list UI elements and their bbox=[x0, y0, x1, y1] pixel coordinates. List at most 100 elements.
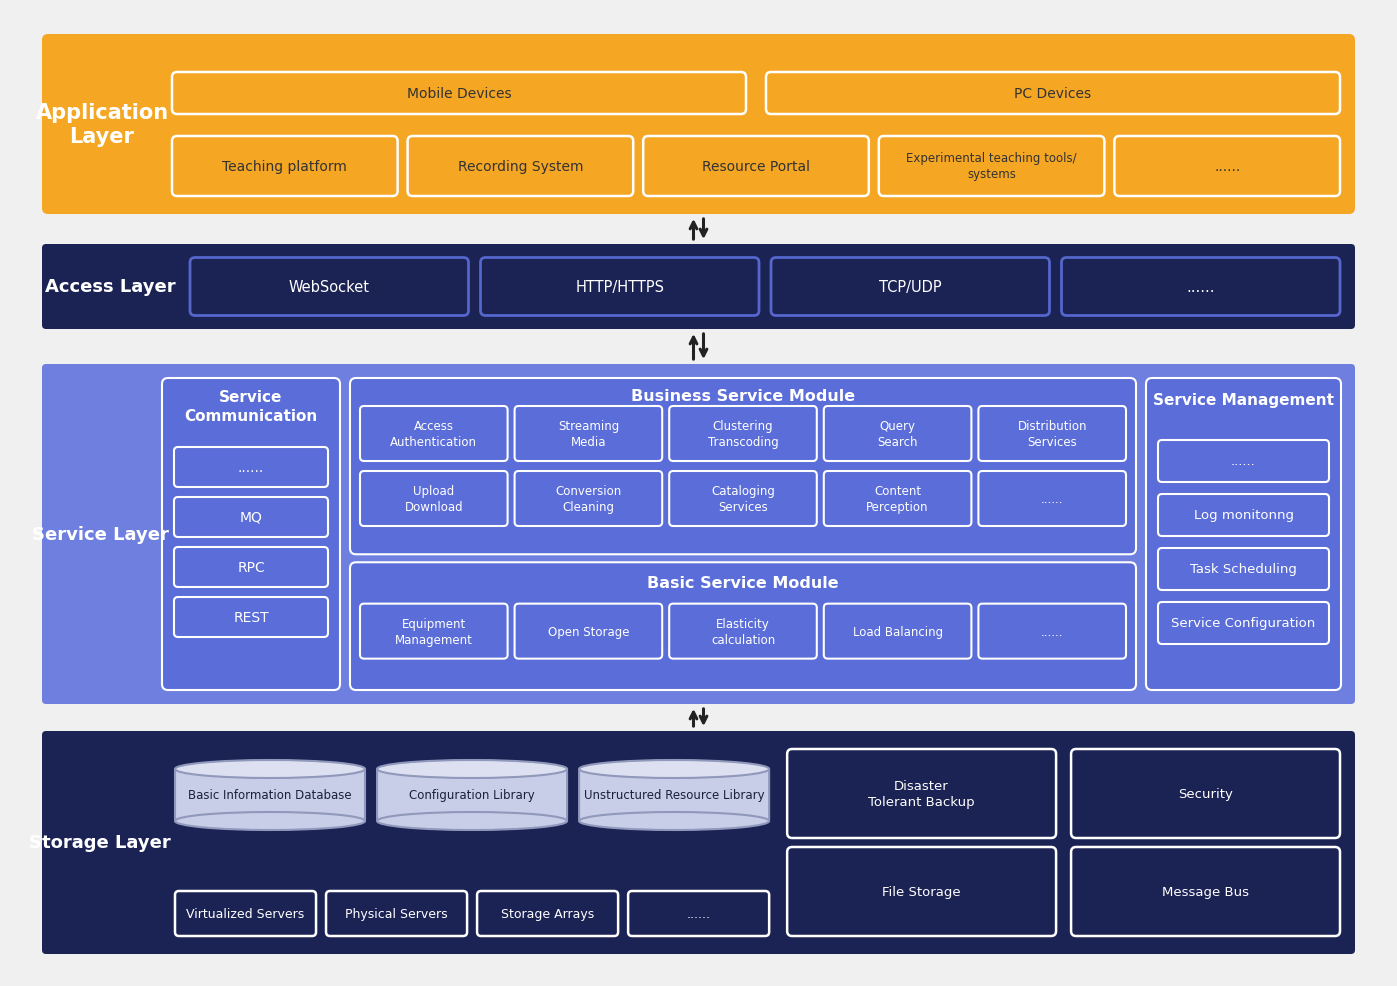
Text: Business Service Module: Business Service Module bbox=[631, 389, 855, 404]
FancyBboxPatch shape bbox=[514, 471, 662, 527]
Ellipse shape bbox=[580, 812, 770, 830]
Text: Message Bus: Message Bus bbox=[1162, 885, 1249, 898]
Ellipse shape bbox=[580, 760, 770, 778]
Text: Upload
Download: Upload Download bbox=[405, 484, 464, 514]
Text: Query
Search: Query Search bbox=[877, 420, 918, 449]
Text: ......: ...... bbox=[1214, 160, 1241, 174]
Ellipse shape bbox=[175, 812, 365, 830]
FancyBboxPatch shape bbox=[978, 471, 1126, 527]
Text: ......: ...... bbox=[687, 907, 711, 920]
Ellipse shape bbox=[175, 760, 365, 778]
FancyBboxPatch shape bbox=[1146, 379, 1341, 690]
FancyBboxPatch shape bbox=[42, 245, 1355, 329]
Text: ......: ...... bbox=[1041, 625, 1063, 638]
FancyBboxPatch shape bbox=[669, 406, 817, 461]
Text: Experimental teaching tools/
systems: Experimental teaching tools/ systems bbox=[907, 153, 1077, 181]
FancyBboxPatch shape bbox=[1115, 137, 1340, 197]
Text: Load Balancing: Load Balancing bbox=[852, 625, 943, 638]
FancyBboxPatch shape bbox=[175, 448, 328, 487]
FancyBboxPatch shape bbox=[629, 891, 770, 936]
Text: RPC: RPC bbox=[237, 560, 265, 575]
Text: Service Layer: Service Layer bbox=[32, 526, 169, 543]
Text: Disaster
Tolerant Backup: Disaster Tolerant Backup bbox=[869, 779, 975, 809]
Text: PC Devices: PC Devices bbox=[1014, 87, 1091, 101]
Text: Service Configuration: Service Configuration bbox=[1171, 617, 1316, 630]
Text: Conversion
Cleaning: Conversion Cleaning bbox=[555, 484, 622, 514]
FancyBboxPatch shape bbox=[978, 406, 1126, 461]
Text: Application
Layer: Application Layer bbox=[35, 103, 169, 147]
FancyBboxPatch shape bbox=[514, 604, 662, 659]
Text: Open Storage: Open Storage bbox=[548, 625, 629, 638]
Text: Basic Information Database: Basic Information Database bbox=[189, 789, 352, 802]
FancyBboxPatch shape bbox=[476, 891, 617, 936]
FancyBboxPatch shape bbox=[824, 604, 971, 659]
Ellipse shape bbox=[377, 812, 567, 830]
Text: Unstructured Resource Library: Unstructured Resource Library bbox=[584, 789, 764, 802]
FancyBboxPatch shape bbox=[787, 847, 1056, 936]
FancyBboxPatch shape bbox=[1071, 749, 1340, 838]
FancyBboxPatch shape bbox=[162, 379, 339, 690]
Text: Clustering
Transcoding: Clustering Transcoding bbox=[708, 420, 778, 449]
Text: Recording System: Recording System bbox=[458, 160, 583, 174]
Text: Access Layer: Access Layer bbox=[45, 278, 175, 296]
Text: Mobile Devices: Mobile Devices bbox=[407, 87, 511, 101]
Text: ......: ...... bbox=[1186, 280, 1215, 295]
Text: Task Scheduling: Task Scheduling bbox=[1190, 563, 1296, 576]
Text: Resource Portal: Resource Portal bbox=[703, 160, 810, 174]
Text: Configuration Library: Configuration Library bbox=[409, 789, 535, 802]
Text: Virtualized Servers: Virtualized Servers bbox=[186, 907, 305, 920]
Text: Cataloging
Services: Cataloging Services bbox=[711, 484, 775, 514]
Ellipse shape bbox=[377, 760, 567, 778]
FancyBboxPatch shape bbox=[360, 471, 507, 527]
FancyBboxPatch shape bbox=[175, 598, 328, 637]
Text: Log monitonng: Log monitonng bbox=[1193, 509, 1294, 522]
Text: Service
Communication: Service Communication bbox=[184, 389, 317, 423]
FancyBboxPatch shape bbox=[771, 258, 1049, 317]
Text: Teaching platform: Teaching platform bbox=[222, 160, 348, 174]
FancyBboxPatch shape bbox=[669, 604, 817, 659]
FancyBboxPatch shape bbox=[1062, 258, 1340, 317]
FancyBboxPatch shape bbox=[1071, 847, 1340, 936]
FancyBboxPatch shape bbox=[377, 769, 567, 821]
FancyBboxPatch shape bbox=[172, 73, 746, 115]
FancyBboxPatch shape bbox=[824, 471, 971, 527]
Text: Security: Security bbox=[1178, 787, 1234, 801]
FancyBboxPatch shape bbox=[787, 749, 1056, 838]
FancyBboxPatch shape bbox=[1158, 602, 1329, 644]
FancyBboxPatch shape bbox=[360, 406, 507, 461]
FancyBboxPatch shape bbox=[190, 258, 468, 317]
FancyBboxPatch shape bbox=[351, 563, 1136, 690]
FancyBboxPatch shape bbox=[42, 732, 1355, 954]
FancyBboxPatch shape bbox=[879, 137, 1105, 197]
Text: File Storage: File Storage bbox=[883, 885, 961, 898]
FancyBboxPatch shape bbox=[1158, 548, 1329, 591]
Text: Content
Perception: Content Perception bbox=[866, 484, 929, 514]
FancyBboxPatch shape bbox=[1158, 441, 1329, 482]
Text: Basic Service Module: Basic Service Module bbox=[647, 575, 838, 591]
FancyBboxPatch shape bbox=[643, 137, 869, 197]
Text: HTTP/HTTPS: HTTP/HTTPS bbox=[576, 280, 664, 295]
Text: Streaming
Media: Streaming Media bbox=[557, 420, 619, 449]
Text: MQ: MQ bbox=[239, 511, 263, 525]
FancyBboxPatch shape bbox=[766, 73, 1340, 115]
FancyBboxPatch shape bbox=[326, 891, 467, 936]
Text: Distribution
Services: Distribution Services bbox=[1017, 420, 1087, 449]
FancyBboxPatch shape bbox=[580, 769, 770, 821]
FancyBboxPatch shape bbox=[175, 547, 328, 588]
Text: Elasticity
calculation: Elasticity calculation bbox=[711, 617, 775, 646]
Text: Service Management: Service Management bbox=[1153, 393, 1334, 408]
Text: Equipment
Management: Equipment Management bbox=[395, 617, 472, 646]
FancyBboxPatch shape bbox=[351, 379, 1136, 555]
FancyBboxPatch shape bbox=[514, 406, 662, 461]
FancyBboxPatch shape bbox=[481, 258, 759, 317]
FancyBboxPatch shape bbox=[408, 137, 633, 197]
Text: WebSocket: WebSocket bbox=[289, 280, 370, 295]
FancyBboxPatch shape bbox=[978, 604, 1126, 659]
Text: ......: ...... bbox=[1041, 492, 1063, 506]
Text: ......: ...... bbox=[237, 460, 264, 474]
Text: Storage Arrays: Storage Arrays bbox=[502, 907, 594, 920]
FancyBboxPatch shape bbox=[360, 604, 507, 659]
FancyBboxPatch shape bbox=[669, 471, 817, 527]
FancyBboxPatch shape bbox=[42, 35, 1355, 215]
FancyBboxPatch shape bbox=[1158, 495, 1329, 536]
